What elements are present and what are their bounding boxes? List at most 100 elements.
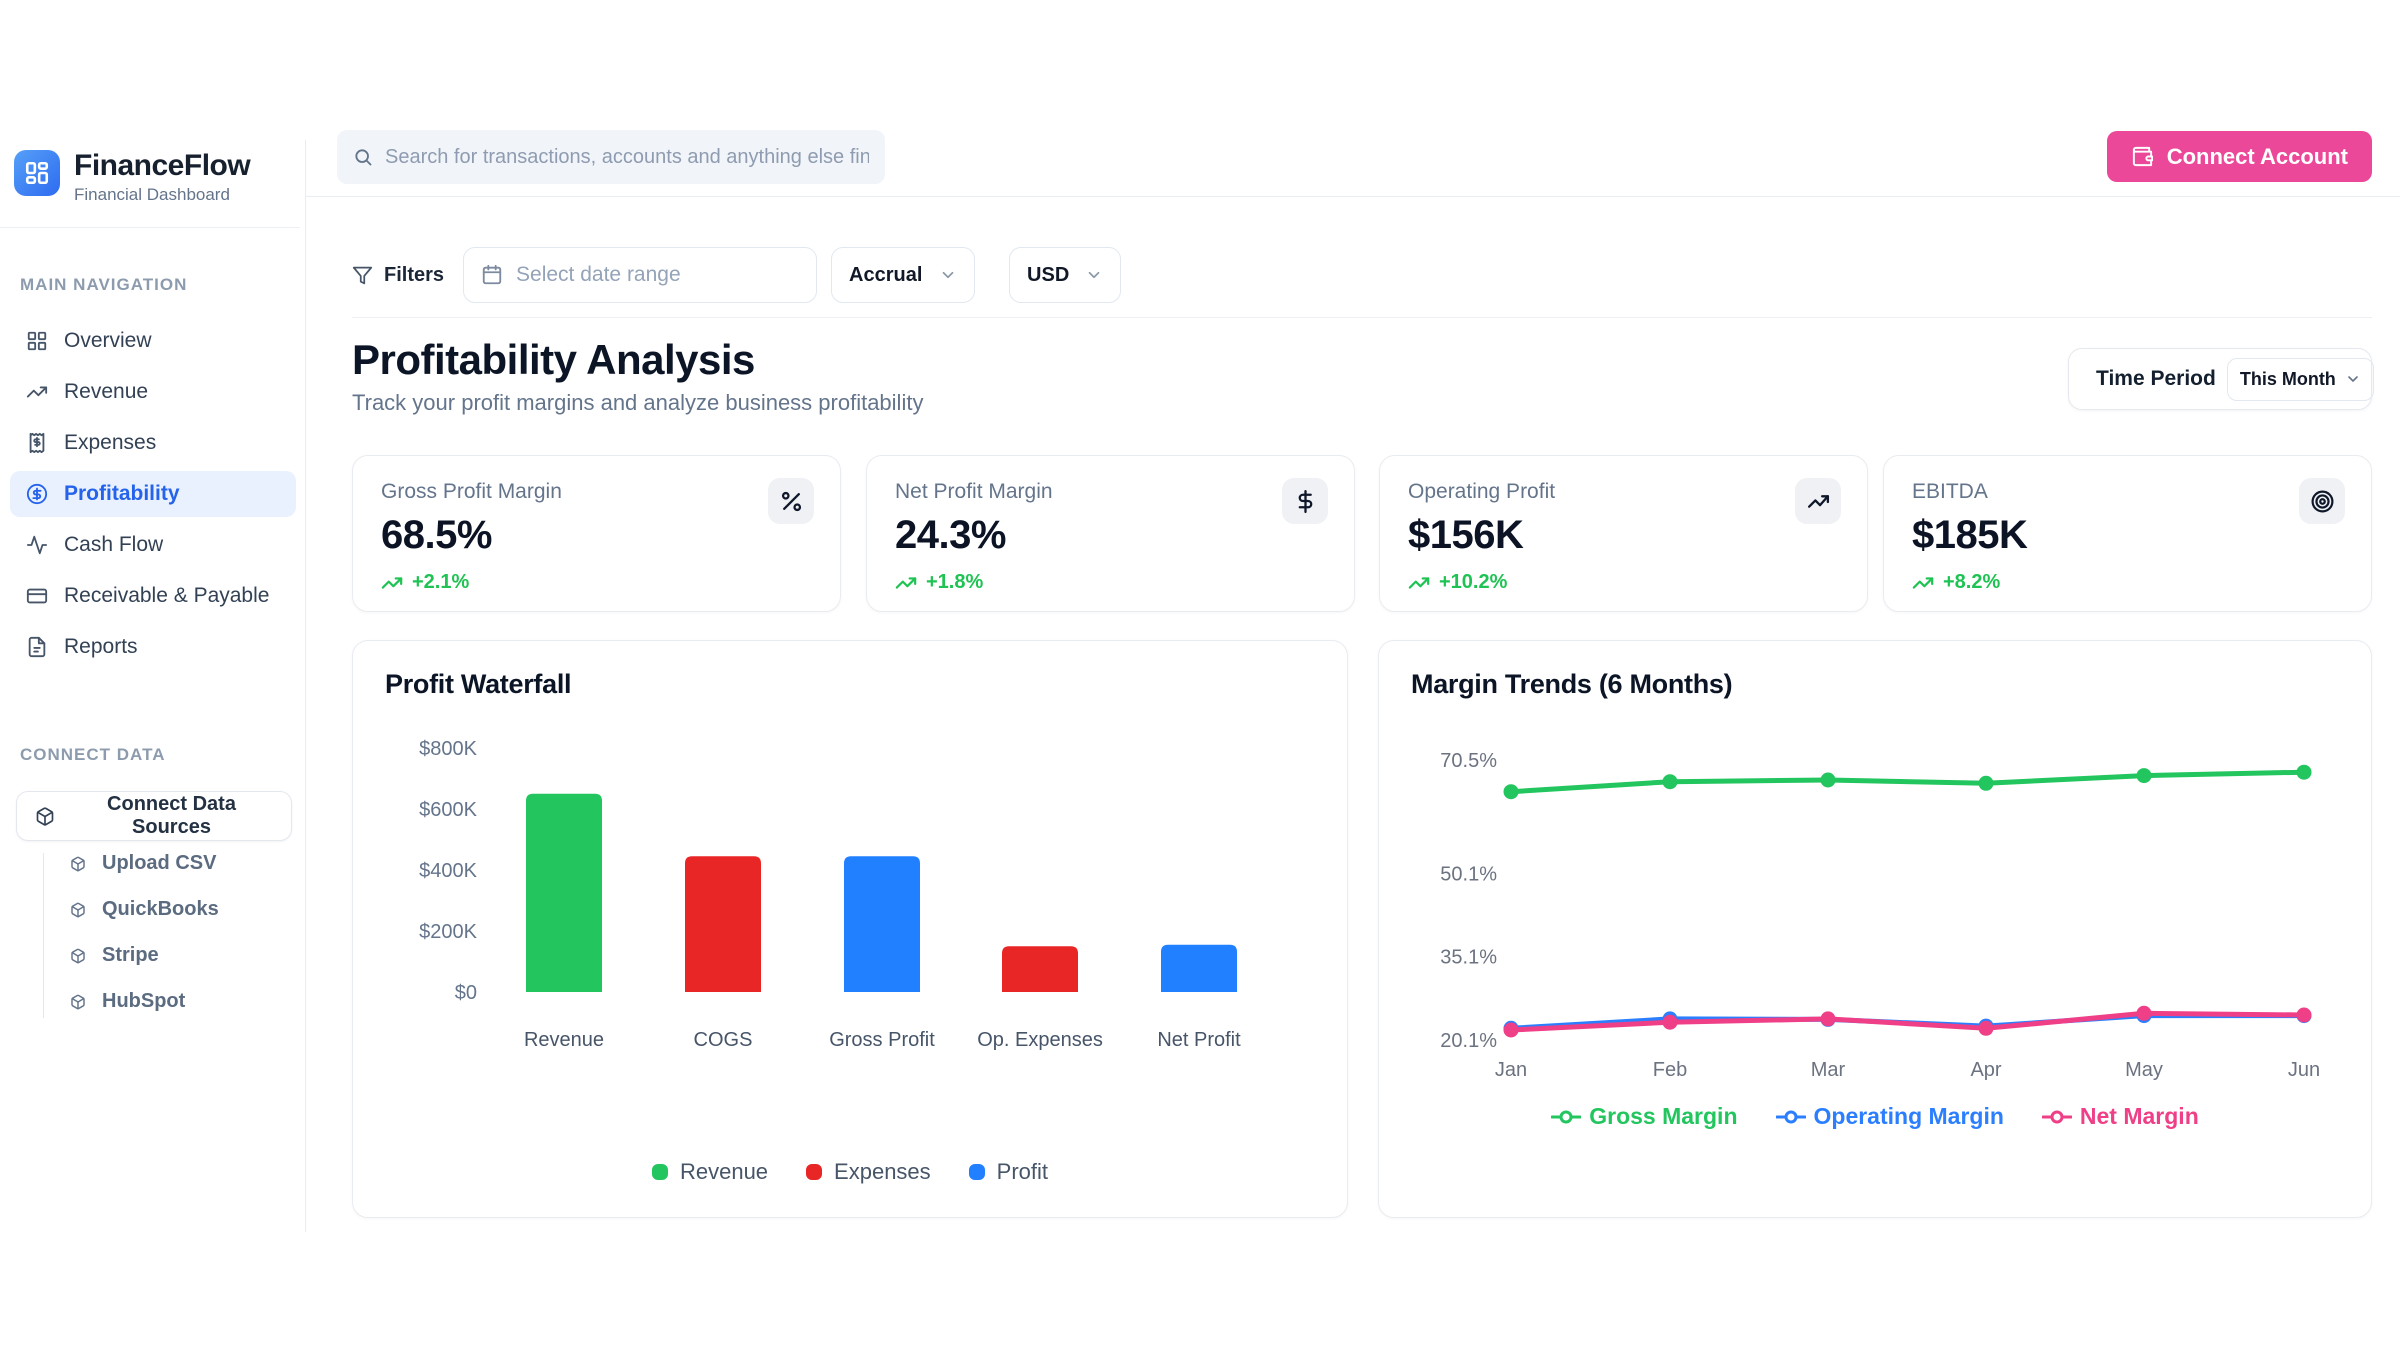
credit-card-icon [26, 588, 48, 604]
svg-text:35.1%: 35.1% [1440, 947, 1497, 969]
package-icon [36, 806, 54, 826]
waterfall-chart-title: Profit Waterfall [385, 669, 572, 699]
trend-up-icon [1912, 576, 1934, 589]
kpi-card-operating-profit: Operating Profit $156K +10.2% [1379, 455, 1868, 612]
kpi-value: $185K [1912, 513, 2028, 557]
receipt-icon [29, 432, 45, 454]
sidebar-item-label: Profitability [64, 482, 180, 505]
source-upload-csv[interactable]: Upload CSV [70, 852, 216, 875]
legend-line-marker [1551, 1110, 1582, 1123]
global-search[interactable] [337, 130, 885, 184]
date-range-input[interactable]: Select date range [463, 247, 818, 303]
header-divider [306, 196, 2400, 197]
legend-dot [651, 1164, 668, 1180]
kpi-delta-value: +1.8% [926, 571, 984, 593]
page-title: Profitability Analysis [352, 336, 755, 383]
svg-text:$0: $0 [455, 982, 477, 1004]
cube-icon [71, 994, 85, 1009]
search-input[interactable] [385, 145, 869, 169]
source-label: Stripe [102, 944, 159, 966]
filters-button[interactable]: Filters [352, 264, 444, 287]
sidebar: FinanceFlow Financial Dashboard MAIN NAV… [0, 0, 306, 1350]
grid-icon [27, 331, 47, 351]
margin-chart-title: Margin Trends (6 Months) [1411, 669, 1733, 699]
sidebar-item-revenue[interactable]: Revenue [10, 369, 296, 415]
trend-up-icon [381, 576, 403, 589]
svg-text:$400K: $400K [419, 860, 477, 882]
svg-text:$600K: $600K [419, 799, 477, 821]
sources-tree-line [43, 853, 44, 1018]
section-connect-data: CONNECT DATA [20, 745, 166, 764]
source-hubspot[interactable]: HubSpot [70, 990, 185, 1013]
dollar-icon [1282, 478, 1328, 524]
legend-item: Profit [968, 1159, 1048, 1185]
kpi-label: EBITDA [1912, 480, 1988, 503]
svg-text:Feb: Feb [1653, 1059, 1687, 1081]
file-icon [28, 636, 46, 658]
page-subtitle: Track your profit margins and analyze bu… [352, 390, 924, 415]
time-period-select[interactable]: This Month [2226, 357, 2374, 401]
legend-dot [806, 1164, 823, 1180]
filter-icon [352, 266, 373, 284]
source-label: HubSpot [102, 990, 186, 1012]
currency-value: USD [1027, 263, 1070, 286]
sidebar-item-expenses[interactable]: Expenses [10, 420, 296, 466]
sidebar-item-cash-flow[interactable]: Cash Flow [10, 522, 296, 568]
filters-row: Filters Select date range Accrual USD [352, 247, 1122, 303]
legend-item: Gross Margin [1551, 1103, 1738, 1130]
chevron-down-icon [1088, 271, 1100, 279]
date-range-placeholder: Select date range [516, 263, 681, 286]
wallet-icon [2132, 146, 2153, 167]
kpi-value: 68.5% [381, 513, 492, 557]
source-stripe[interactable]: Stripe [70, 944, 159, 967]
legend-dot [968, 1164, 985, 1180]
margin-trends-legend: Gross Margin Operating Margin Net Margin [1379, 1103, 2371, 1130]
time-period-value: This Month [2239, 368, 2336, 389]
app-logo-icon [14, 150, 60, 196]
svg-text:Op. Expenses: Op. Expenses [977, 1029, 1103, 1051]
source-label: Upload CSV [102, 852, 217, 874]
legend-item: Net Margin [2041, 1103, 2199, 1130]
kpi-card-ebitda: EBITDA $185K +8.2% [1883, 455, 2372, 612]
svg-text:Jan: Jan [1495, 1059, 1527, 1081]
activity-icon [26, 535, 48, 555]
svg-text:Jun: Jun [2288, 1059, 2320, 1081]
sidebar-item-overview[interactable]: Overview [10, 318, 296, 364]
legend-line-marker [2041, 1110, 2072, 1123]
legend-item: Revenue [651, 1159, 768, 1185]
accounting-basis-select[interactable]: Accrual [831, 247, 976, 303]
cube-icon [71, 902, 85, 917]
kpi-label: Gross Profit Margin [381, 480, 562, 503]
margin-trends-chart: 70.5% 50.1% 35.1% 20.1% Jan Feb Mar Apr May Jun [1440, 750, 2320, 1081]
connect-data-sources-button[interactable]: Connect Data Sources [16, 791, 292, 841]
sidebar-item-receivable-payable[interactable]: Receivable & Payable [10, 573, 296, 619]
chevron-down-icon [942, 271, 954, 279]
chevron-down-icon [2348, 376, 2358, 382]
legend-item: Operating Margin [1775, 1103, 2004, 1130]
sidebar-item-reports[interactable]: Reports [10, 624, 296, 670]
section-main-navigation: MAIN NAVIGATION [20, 275, 188, 294]
kpi-delta: +2.1% [381, 571, 812, 594]
sidebar-nav: Overview Revenue Expenses Profitability … [10, 318, 296, 675]
waterfall-legend: Revenue Expenses Profit [353, 1159, 1347, 1185]
legend-line-marker [1775, 1110, 1806, 1123]
kpi-card-net-profit-margin: Net Profit Margin 24.3% +1.8% [866, 455, 1355, 612]
kpi-card-gross-profit-margin: Gross Profit Margin 68.5% +2.1% [352, 455, 841, 612]
kpi-delta: +1.8% [895, 571, 1326, 594]
connect-account-button[interactable]: Connect Account [2106, 131, 2372, 182]
sidebar-item-profitability[interactable]: Profitability [10, 471, 296, 517]
app-logo: FinanceFlow Financial Dashboard [14, 150, 251, 205]
svg-text:$800K: $800K [419, 738, 477, 760]
source-quickbooks[interactable]: QuickBooks [70, 898, 219, 921]
trending-up-icon [26, 386, 48, 398]
svg-text:70.5%: 70.5% [1440, 750, 1497, 772]
sidebar-item-label: Receivable & Payable [64, 584, 270, 607]
sidebar-item-label: Revenue [64, 380, 149, 403]
connect-account-label: Connect Account [2166, 143, 2348, 169]
sidebar-divider [0, 227, 300, 228]
currency-select[interactable]: USD [1009, 247, 1122, 303]
kpi-label: Net Profit Margin [895, 480, 1053, 503]
trend-up-icon [895, 576, 917, 589]
connect-data-sources-label: Connect Data Sources [107, 793, 236, 838]
kpi-label: Operating Profit [1408, 480, 1556, 503]
